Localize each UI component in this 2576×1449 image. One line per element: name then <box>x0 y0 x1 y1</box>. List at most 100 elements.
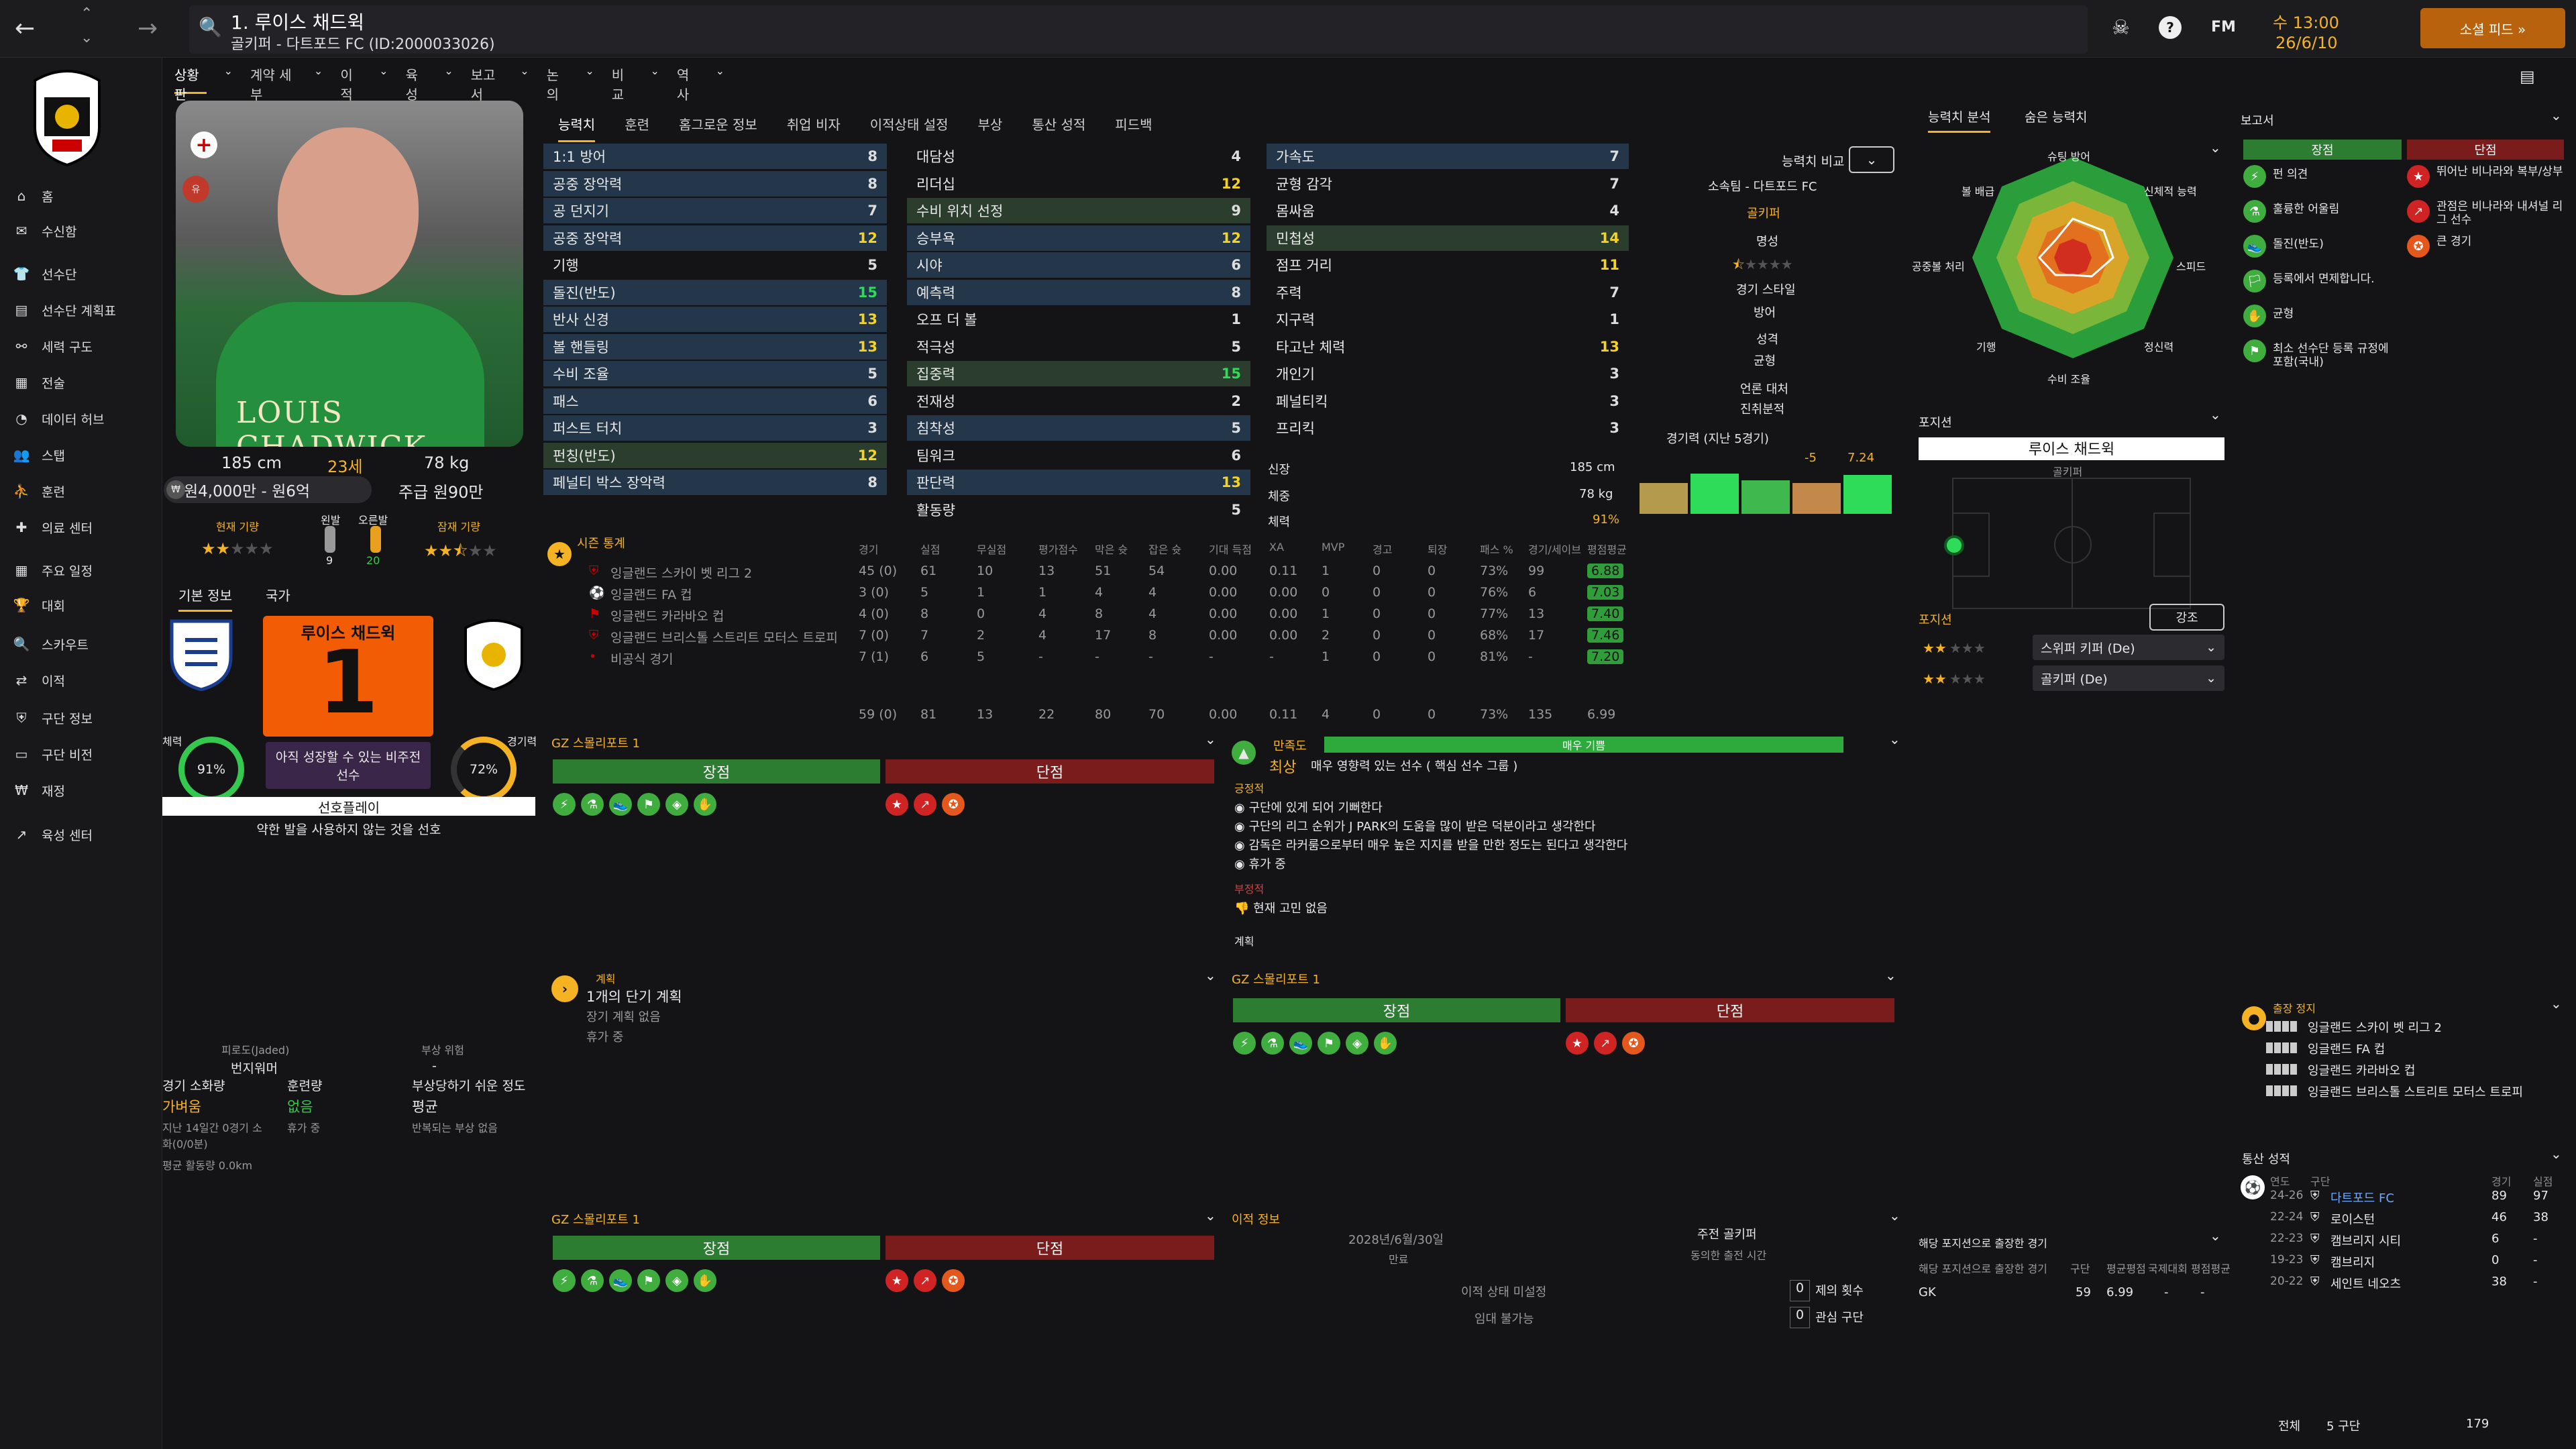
tab-attr-0[interactable]: 능력치 <box>558 114 596 142</box>
sidebar-item-development[interactable]: ↗ 육성 센터 <box>13 820 93 849</box>
sidebar-item-scout[interactable]: 🔍 스카우트 <box>13 629 89 659</box>
subnav-item-3[interactable]: 육성 <box>405 67 418 103</box>
pace-icon: ⚡ <box>553 793 576 816</box>
stats-competition[interactable]: 잉글랜드 카라바오 컵 <box>610 609 724 624</box>
continue-button[interactable]: 소셜 피드 » <box>2420 8 2565 48</box>
roles-highlight-button[interactable]: 강조 <box>2149 604 2224 631</box>
tab-attr-7[interactable]: 피드백 <box>1115 117 1152 133</box>
tab-attr-3[interactable]: 취업 비자 <box>786 117 841 133</box>
career-club[interactable]: 다트포드 FC <box>2330 1191 2394 1205</box>
fm-logo[interactable]: FM <box>2211 19 2236 36</box>
scout-collapse-icon[interactable]: ⌄ <box>1205 731 1216 747</box>
stats-cell: 4 <box>1148 585 1157 600</box>
sidebar-item-club[interactable]: ⛨ 구단 정보 <box>13 703 93 733</box>
role-select[interactable]: 골키퍼 (De) ⌄ <box>2033 665 2224 691</box>
career-collapse-icon[interactable]: ⌄ <box>2551 1146 2562 1162</box>
season-stats-title[interactable]: 시즌 통계 <box>577 537 625 551</box>
back-arrow-icon[interactable]: ← <box>15 15 36 42</box>
sidebar-item-home[interactable]: ⌂ 홈 <box>13 181 54 211</box>
plans-collapse-icon[interactable]: ⌄ <box>1205 967 1216 983</box>
transfer-collapse-icon[interactable]: ⌄ <box>1889 1208 1900 1224</box>
radar-collapse-icon[interactable]: ⌄ <box>2210 140 2221 156</box>
report-weakness-text: 관점은 비나라와 내셔널 리그 선수 <box>2436 200 2563 227</box>
attr-name: 오프 더 볼 <box>916 312 977 328</box>
sidebar-item-trophy[interactable]: 🏆 대회 <box>13 590 65 620</box>
career-club[interactable]: 캠브리지 <box>2330 1256 2375 1270</box>
stats-competition[interactable]: 비공식 경기 <box>610 652 674 667</box>
tab-attr-5[interactable]: 부상 <box>977 117 1003 133</box>
sidebar-item-tactics[interactable]: ▦ 전술 <box>13 368 65 397</box>
sidebar-item-staff[interactable]: 👥 스탭 <box>13 440 65 470</box>
position-collapse-icon[interactable]: ⌄ <box>2210 407 2221 423</box>
forward-arrow-icon[interactable]: → <box>138 15 158 42</box>
attr-name: 프리킥 <box>1276 421 1315 437</box>
staff-icon: 👥 <box>13 447 30 463</box>
skull-icon[interactable]: ☠ <box>2112 16 2130 40</box>
player-name-overlay: LOUIS CHADWICK <box>236 396 425 447</box>
report-collapse-icon[interactable]: ⌄ <box>2551 107 2562 123</box>
stats-cell: 0.00 <box>1269 585 1298 600</box>
scout-collapse-icon-3[interactable]: ⌄ <box>1205 1208 1216 1224</box>
sidebar-item-data[interactable]: ◔ 데이터 허브 <box>13 404 104 433</box>
sidebar-item-calendar[interactable]: ▦ 주요 일정 <box>13 555 93 585</box>
chevron-up-icon[interactable]: ⌃ <box>80 5 93 22</box>
transfer-title[interactable]: 이적 정보 <box>1232 1213 1280 1227</box>
radar-tab-hidden[interactable]: 숨은 능력치 <box>2025 110 2088 125</box>
satisfaction-title[interactable]: 만족도 <box>1273 739 1307 753</box>
subnav-item-0[interactable]: 상황판 <box>174 64 207 103</box>
subnav-item-2[interactable]: 이적 <box>340 67 353 103</box>
data-icon: ◔ <box>15 411 28 427</box>
sidebar-item-inbox[interactable]: ✉ 수신함 <box>13 216 77 246</box>
scout-title-1[interactable]: GZ 스몰리포트 1 <box>551 737 640 751</box>
satisfaction-collapse-icon[interactable]: ⌄ <box>1889 731 1900 747</box>
sidebar-item-training[interactable]: ⛹ 훈련 <box>13 476 65 506</box>
tab-attr-4[interactable]: 이적상태 설정 <box>869 117 949 133</box>
report-strength-text: 돌진(반도) <box>2273 237 2324 251</box>
sidebar-item-planner[interactable]: ▤ 선수단 계획표 <box>13 295 116 325</box>
tab-nation[interactable]: 국가 <box>266 588 290 604</box>
stats-cell: - <box>1148 649 1153 664</box>
sidebar-item-dynamics[interactable]: ⚯ 세력 구도 <box>13 331 93 361</box>
career-club[interactable]: 캠브리지 시티 <box>2330 1234 2402 1248</box>
scout-collapse-icon-2[interactable]: ⌄ <box>1885 967 1896 983</box>
tab-attr-6[interactable]: 통산 성적 <box>1032 117 1086 133</box>
compare-dropdown[interactable]: ⌄ <box>1849 146 1894 173</box>
search-bar[interactable]: 🔍 1. 루이스 채드윅 골키퍼 - 다트포드 FC (ID:200003302… <box>189 5 2088 54</box>
help-icon[interactable]: ? <box>2159 16 2182 39</box>
comp-icon: ⚑ <box>589 606 601 621</box>
tab-attr-2[interactable]: 홈그로운 정보 <box>679 117 757 133</box>
radar-tab-analysis[interactable]: 능력치 분석 <box>1928 107 1991 133</box>
sidebar-item-vision[interactable]: ▭ 구단 비전 <box>13 739 93 769</box>
subnav-item-6[interactable]: 비교 <box>611 67 625 103</box>
subnav-item-4[interactable]: 보고서 <box>470 67 496 103</box>
roles-title[interactable]: 포지션 <box>1919 613 1952 627</box>
tab-attr-1[interactable]: 훈련 <box>625 117 650 133</box>
subnav-item-5[interactable]: 논의 <box>546 67 559 103</box>
career-club[interactable]: 로이스턴 <box>2330 1213 2375 1227</box>
career-club[interactable]: 세인트 네오츠 <box>2330 1277 2402 1291</box>
training-load-value: 없음 <box>287 1099 313 1115</box>
positive-item: ◉ 휴가 중 <box>1234 855 1286 872</box>
club-crest-small <box>462 617 526 692</box>
report-strength-text: 균형 <box>2273 307 2294 321</box>
scout-title-3[interactable]: GZ 스몰리포트 1 <box>551 1213 640 1227</box>
sidebar-item-shirt[interactable]: 👕 선수단 <box>13 259 77 288</box>
scout-title-2[interactable]: GZ 스몰리포트 1 <box>1232 973 1320 987</box>
subnav-item-1[interactable]: 계약 세부 <box>250 67 292 103</box>
subnav-item-7[interactable]: 역사 <box>676 67 690 103</box>
sidebar-item-finance[interactable]: ₩ 재정 <box>13 775 65 805</box>
plans-title[interactable]: 계획 <box>596 973 616 985</box>
sidebar-item-transfer[interactable]: ⇄ 이적 <box>13 665 65 695</box>
pos-apps-collapse-icon[interactable]: ⌄ <box>2210 1228 2221 1244</box>
role-select[interactable]: 스위퍼 키퍼 (De) ⌄ <box>2033 635 2224 660</box>
suspension-title[interactable]: 출장 정지 <box>2273 1002 2316 1015</box>
chevron-down-icon[interactable]: ⌄ <box>80 30 93 46</box>
suspension-collapse-icon[interactable]: ⌄ <box>2551 996 2562 1012</box>
layout-icon[interactable]: ▤ <box>2520 67 2535 86</box>
stats-competition[interactable]: 잉글랜드 스카이 벳 리그 2 <box>610 566 753 581</box>
stats-competition[interactable]: 잉글랜드 브리스톨 스트리트 모터스 트로피 <box>610 631 838 645</box>
sidebar-item-medical[interactable]: ✚ 의료 센터 <box>13 513 93 542</box>
stats-competition[interactable]: 잉글랜드 FA 컵 <box>610 588 692 602</box>
radar-label-physical: 신체적 능력 <box>2144 185 2197 198</box>
tab-basic-info[interactable]: 기본 정보 <box>178 585 232 612</box>
